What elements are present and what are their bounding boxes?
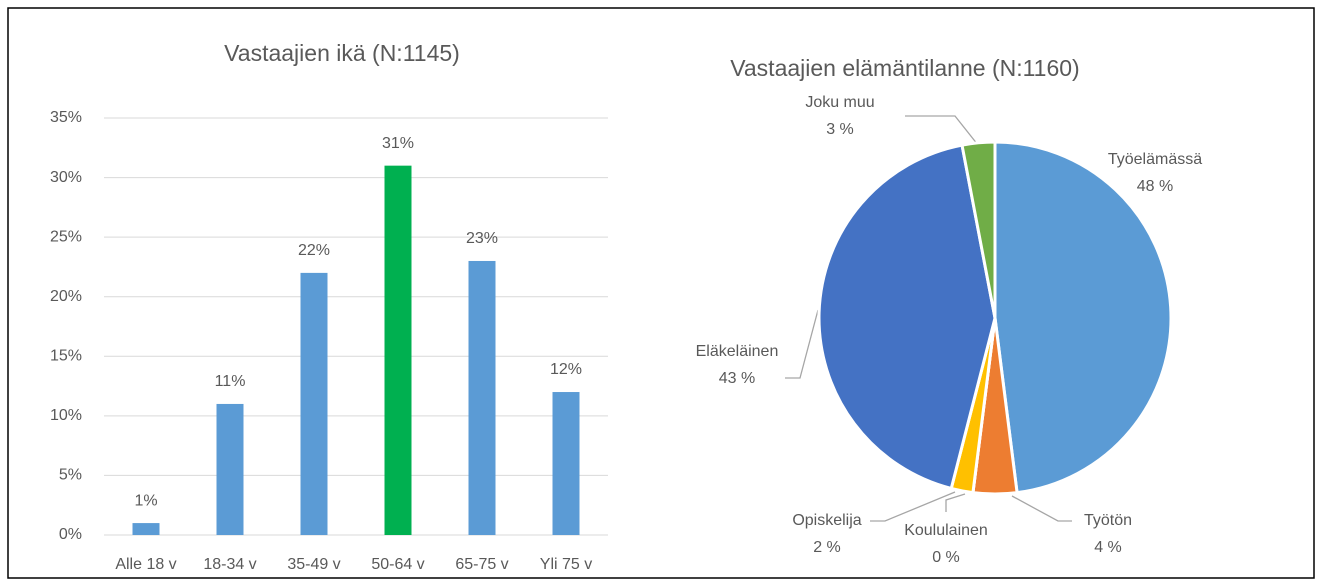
value-label: 11%	[215, 373, 246, 390]
y-tick-label: 35%	[50, 109, 82, 126]
value-label: 31%	[382, 135, 414, 152]
pie-slice	[960, 140, 997, 319]
pie-slice	[817, 143, 997, 491]
slice-value-label: 2 %	[813, 539, 841, 556]
x-tick-label: Yli 75 v	[540, 556, 592, 573]
leaders	[785, 115, 1072, 522]
value-label: 23%	[466, 230, 498, 247]
bar	[384, 165, 412, 535]
value-label: 1%	[134, 492, 157, 509]
x-tick-label: 65-75 v	[455, 556, 508, 573]
slice-value-label: 4 %	[1094, 539, 1122, 556]
bar	[552, 392, 580, 535]
slice-label: Työelämässä	[1108, 151, 1202, 168]
x-tick-label: Alle 18 v	[115, 556, 176, 573]
y-tick-label: 30%	[50, 169, 82, 186]
bar	[300, 272, 328, 535]
slice-value-label: 3 %	[826, 121, 854, 138]
slice-label: Joku muu	[805, 94, 874, 111]
value-label: 12%	[550, 361, 582, 378]
leader-line	[945, 493, 966, 512]
y-tick-label: 10%	[50, 407, 82, 424]
leader-line	[905, 115, 979, 146]
x-tick-label: 50-64 v	[371, 556, 424, 573]
x-tick-label: 18-34 v	[203, 556, 256, 573]
leader-line	[870, 491, 956, 522]
slice-label: Koululainen	[904, 522, 988, 539]
leader-line	[1011, 495, 1072, 522]
y-tick-label: 15%	[50, 348, 82, 365]
slice-label: Opiskelija	[792, 512, 861, 529]
pie-title: Vastaajien elämäntilanne (N:1160)	[730, 55, 1079, 81]
value-label: 22%	[298, 242, 330, 259]
y-tick-label: 25%	[50, 228, 82, 245]
y-tick-label: 20%	[50, 288, 82, 305]
bar-title: Vastaajien ikä (N:1145)	[224, 40, 460, 66]
slice-value-label: 0 %	[932, 549, 960, 566]
frame	[7, 7, 1315, 579]
slice-value-label: 48 %	[1137, 178, 1173, 195]
pie-slice	[993, 140, 1173, 495]
bar	[216, 403, 244, 535]
bar	[132, 523, 160, 535]
leader-line	[785, 309, 819, 379]
x-tick-label: 35-49 v	[287, 556, 340, 573]
y-tick-label: 0%	[59, 526, 82, 543]
bar	[468, 260, 496, 535]
slice-label: Työtön	[1084, 512, 1132, 529]
y-tick-label: 5%	[59, 467, 82, 484]
slice-label: Eläkeläinen	[696, 343, 779, 360]
slice-value-label: 43 %	[719, 370, 755, 387]
